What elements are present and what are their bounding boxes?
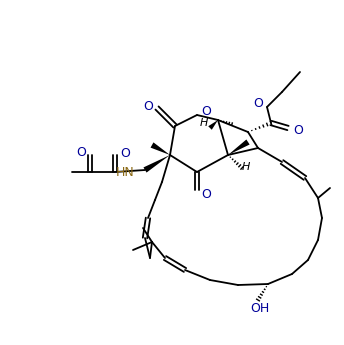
- Text: O: O: [253, 97, 263, 109]
- Polygon shape: [143, 155, 170, 172]
- Text: O: O: [201, 187, 211, 200]
- Text: O: O: [120, 147, 130, 159]
- Text: O: O: [201, 105, 211, 118]
- Text: O: O: [76, 146, 86, 158]
- Polygon shape: [151, 142, 170, 155]
- Text: OH: OH: [250, 302, 270, 315]
- Text: HN: HN: [116, 166, 135, 178]
- Text: H: H: [242, 162, 250, 172]
- Text: O: O: [293, 124, 303, 137]
- Polygon shape: [228, 139, 250, 155]
- Polygon shape: [208, 120, 218, 130]
- Text: H: H: [200, 118, 208, 128]
- Text: O: O: [143, 99, 153, 112]
